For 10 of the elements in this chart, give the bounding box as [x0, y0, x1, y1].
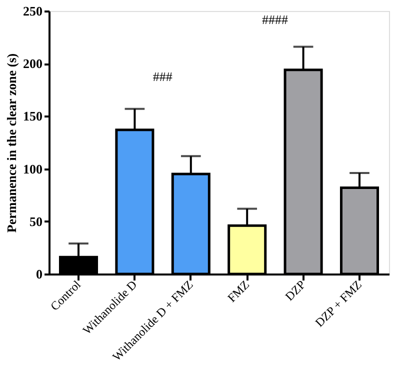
annotation: ### — [152, 69, 173, 84]
y-tick-label: 100 — [23, 161, 42, 176]
y-tick-label: 150 — [23, 108, 42, 124]
annotation: #### — [262, 12, 288, 27]
y-tick-label: 50 — [30, 214, 42, 229]
y-tick-label: 250 — [23, 4, 42, 18]
y-axis-title: Permanence in the clear zone (s) — [4, 53, 19, 233]
x-tick-label: DZP — [282, 277, 308, 304]
y-tick-label: 200 — [23, 56, 42, 72]
y-tick-label: 0 — [36, 266, 42, 282]
